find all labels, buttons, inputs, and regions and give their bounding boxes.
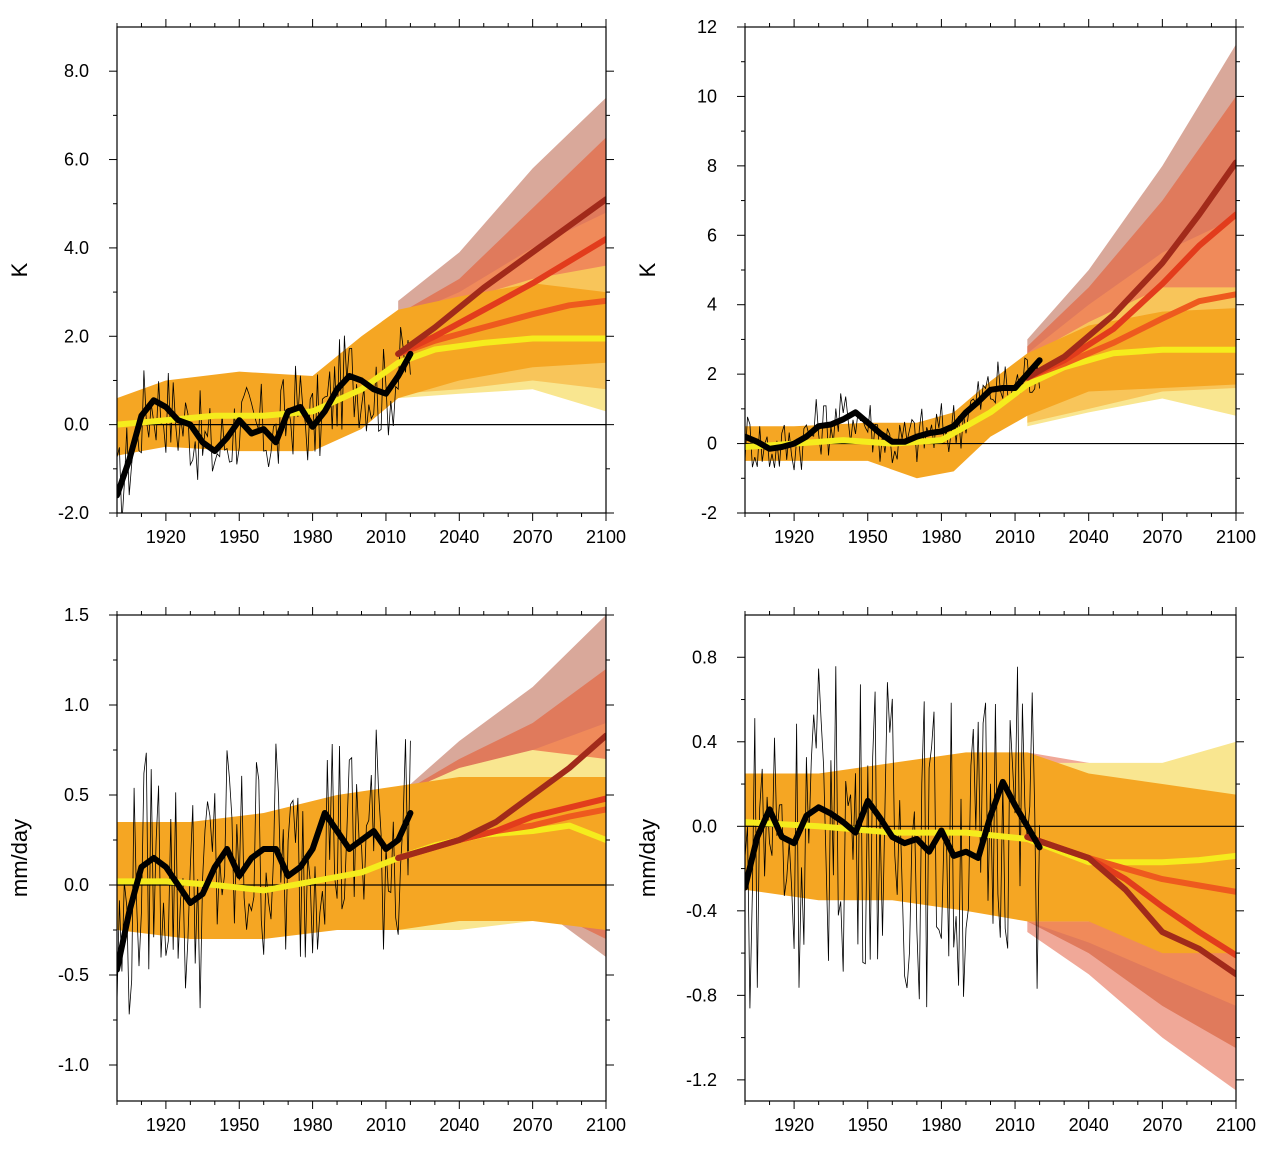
x-tick-label: 1920: [774, 1115, 814, 1135]
obs-annual-line: [745, 357, 1040, 471]
panel-2: 1920 1950 1980 2010 2040 2070 2100 -2 0 2 4 6 8 10 12 K: [635, 17, 1256, 547]
x-tick-label: 1980: [293, 527, 333, 547]
x-tick-label: 2100: [586, 1115, 626, 1135]
x-tick-label: 1920: [774, 527, 814, 547]
series-obs-smooth: [117, 350, 414, 499]
y-tick-label: 0.8: [692, 647, 717, 667]
x-tick-label: 2010: [366, 1115, 406, 1135]
plot-area: [117, 615, 606, 1015]
x-tick-label: 1950: [219, 527, 259, 547]
y-tick-label: 4: [707, 295, 717, 315]
x-tick-label: 1980: [921, 527, 961, 547]
x-tick-label: 1980: [293, 1115, 333, 1135]
x-tick-label: 2100: [1216, 527, 1256, 547]
series-ssp370: [395, 236, 606, 357]
y-axis-label: mm/day: [7, 819, 32, 897]
y-tick-label: -1.0: [58, 1055, 89, 1075]
x-tick-label: 1920: [146, 527, 186, 547]
y-tick-label: -1.2: [686, 1070, 717, 1090]
y-tick-label: -0.8: [686, 985, 717, 1005]
y-tick-label: 6.0: [64, 150, 89, 170]
x-tick-label: 1950: [219, 1115, 259, 1135]
plot-area: [745, 666, 1236, 1091]
series-obs-smooth: [745, 357, 1043, 452]
series-obs-smooth: [745, 778, 1043, 891]
series-ssp126: [745, 346, 1236, 450]
x-tick-label: 1950: [848, 527, 888, 547]
spread-band-5: [117, 777, 606, 939]
x-tick-label: 2070: [1142, 527, 1182, 547]
series-ssp126: [117, 335, 606, 428]
y-tick-label: 12: [697, 17, 717, 37]
series-obs-smooth: [117, 810, 414, 973]
panel-3: 1920 1950 1980 2010 2040 2070 2100 -1.0 -0.5 0.0 0…: [7, 605, 626, 1135]
series-ssp585: [395, 196, 606, 357]
x-tick-label: 2040: [1069, 527, 1109, 547]
x-tick-label: 2040: [439, 1115, 479, 1135]
y-tick-label: 1.0: [64, 695, 89, 715]
x-tick-label: 2010: [995, 1115, 1035, 1135]
x-tick-label: 2070: [513, 1115, 553, 1135]
y-tick-label: 0.4: [692, 732, 717, 752]
series-ssp585: [1024, 833, 1236, 978]
panel-4: 1920 1950 1980 2010 2040 2070 2100 -1.2 -0.8 -0.4…: [635, 607, 1256, 1135]
x-tick-label: 2040: [439, 527, 479, 547]
x-tick-label: 2010: [366, 527, 406, 547]
y-tick-label: 2.0: [64, 326, 89, 346]
x-tick-label: 2070: [513, 527, 553, 547]
y-tick-label: 2: [707, 364, 717, 384]
x-tick-label: 2040: [1069, 1115, 1109, 1135]
y-tick-label: 0.0: [692, 816, 717, 836]
y-tick-label: 0: [707, 434, 717, 454]
y-tick-label: -0.5: [58, 965, 89, 985]
y-axis-label: K: [7, 262, 32, 277]
series-ssp585: [1024, 159, 1236, 381]
series-ssp245: [395, 297, 606, 357]
x-tick-label: 1980: [921, 1115, 961, 1135]
y-tick-label: -2: [701, 503, 717, 523]
y-tick-label: 0.5: [64, 785, 89, 805]
obs-annual-line: [745, 666, 1040, 1009]
y-tick-label: 1.5: [64, 605, 89, 625]
x-tick-label: 1920: [146, 1115, 186, 1135]
y-tick-label: 4.0: [64, 238, 89, 258]
x-tick-label: 2100: [1216, 1115, 1256, 1135]
y-tick-label: 0.0: [64, 415, 89, 435]
x-tick-label: 2100: [586, 527, 626, 547]
x-tick-label: 2010: [995, 527, 1035, 547]
plot-area: [117, 97, 606, 513]
y-tick-label: -0.4: [686, 901, 717, 921]
series-ssp585: [395, 732, 606, 861]
y-tick-label: 0.0: [64, 875, 89, 895]
y-tick-label: -2.0: [58, 503, 89, 523]
y-tick-label: 8: [707, 156, 717, 176]
panel-1: 1920 1950 1980 2010 2040 2070 2100 -2.0 0.0 2.0 4.…: [7, 19, 626, 547]
x-tick-label: 2070: [1142, 1115, 1182, 1135]
obs-annual-line: [117, 729, 411, 1015]
plot-area: [745, 44, 1236, 479]
x-tick-label: 1950: [848, 1115, 888, 1135]
y-axis-label: K: [635, 262, 660, 277]
y-tick-label: 6: [707, 225, 717, 245]
y-tick-label: 10: [697, 86, 717, 106]
obs-annual-line: [117, 327, 411, 513]
y-axis-label: mm/day: [635, 819, 660, 897]
y-tick-label: 8.0: [64, 61, 89, 81]
